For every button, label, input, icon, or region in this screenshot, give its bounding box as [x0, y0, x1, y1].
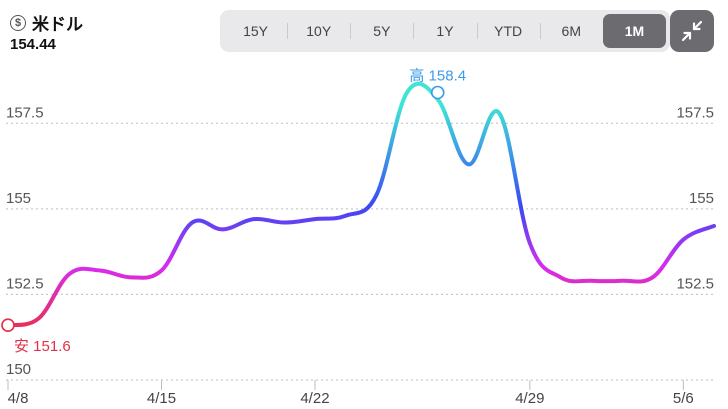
low-label: 安 151.6 — [14, 338, 71, 355]
header: $ 米ドル 154.44 — [0, 0, 728, 60]
x-tick-label: 4/22 — [300, 390, 329, 407]
current-price: 154.44 — [10, 36, 56, 53]
x-tick-label: 4/8 — [8, 390, 29, 407]
collapse-button[interactable] — [670, 10, 714, 52]
y-tick-label-right: 157.5 — [676, 104, 714, 121]
dollar-circle-icon: $ — [10, 14, 26, 31]
x-tick-label: 5/6 — [673, 390, 694, 407]
x-tick-label: 4/15 — [147, 390, 176, 407]
range-button-15y[interactable]: 15Y — [243, 23, 269, 39]
title-row: $ 米ドル — [10, 10, 83, 35]
range-button-6m[interactable]: 6M — [539, 14, 603, 48]
y-tick-label-right: 155 — [689, 190, 714, 207]
range-button-5y[interactable]: 5Y — [350, 14, 413, 48]
high-label: 高 158.4 — [409, 67, 466, 84]
high-marker[interactable] — [430, 85, 445, 100]
range-button-1y[interactable]: 1Y — [413, 14, 476, 48]
y-tick-label-left: 152.5 — [6, 275, 44, 292]
low-marker[interactable] — [1, 318, 15, 333]
grid — [6, 122, 715, 381]
range-button-ytd[interactable]: YTD — [476, 14, 540, 48]
collapse-arrows-icon — [681, 20, 703, 42]
y-tick-label-left: 157.5 — [6, 104, 44, 121]
y-tick-label-left: 155 — [6, 190, 31, 207]
price-line — [6, 81, 716, 328]
range-button-1m[interactable]: 1M — [602, 14, 666, 48]
y-tick-label-left: 150 — [6, 361, 31, 378]
x-tick-label: 4/29 — [515, 390, 544, 407]
x-axis-labels: 4/8 4/15 4/22 4/29 5/6 — [7, 380, 694, 407]
range-button-10y[interactable]: 10Y — [287, 14, 350, 48]
y-axis-labels: 157.5 155 152.5 150 157.5 155 152.5 — [6, 104, 714, 378]
range-selector: 15Y 10Y 5Y 1Y YTD 6M 1M — [220, 10, 670, 52]
currency-title: 米ドル — [32, 15, 83, 34]
y-tick-label-right: 152.5 — [676, 275, 714, 292]
